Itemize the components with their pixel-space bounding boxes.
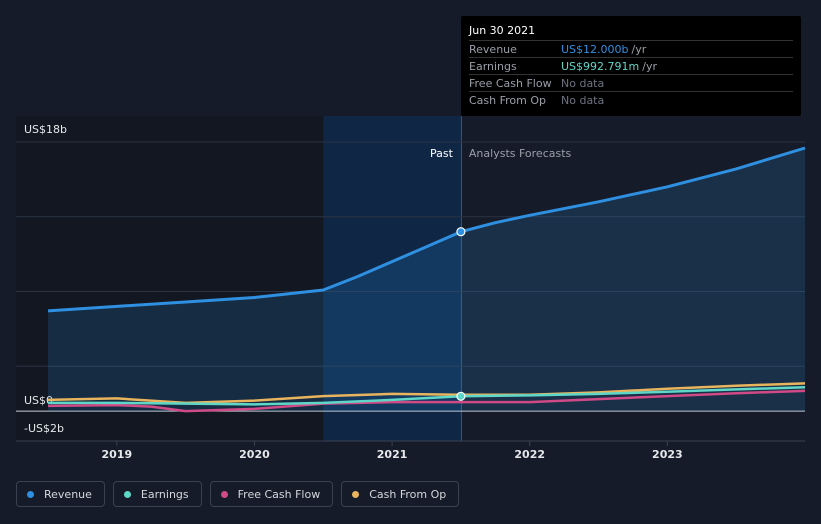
- x-tick-label: 2020: [239, 448, 270, 461]
- legend-item-earnings[interactable]: Earnings: [112, 481, 202, 507]
- y-tick-label: US$0: [24, 394, 53, 407]
- legend-label: Cash From Op: [369, 487, 447, 501]
- series-line-free-cash-flow: [47, 389, 806, 413]
- x-tick-label: 2022: [514, 448, 545, 461]
- marker-revenue: [456, 227, 466, 237]
- tooltip-label: Cash From Op: [469, 94, 547, 107]
- x-tick-label: 2021: [377, 448, 408, 461]
- highlight-region: [323, 116, 461, 441]
- past-region: [16, 116, 324, 441]
- legend-item-revenue[interactable]: Revenue: [16, 481, 105, 507]
- divider-line: [460, 116, 462, 441]
- legend-dot-icon: [27, 490, 34, 498]
- y-tick-label: US$18b: [24, 123, 67, 136]
- tooltip-date: Jun 30 2021: [469, 24, 536, 37]
- tooltip-value: No data: [561, 94, 605, 107]
- tooltip-row-revenue: Revenue US$12.000b/yr: [469, 40, 793, 58]
- legend-label: Earnings: [140, 487, 189, 501]
- legend-item-cash-from-op[interactable]: Cash From Op: [341, 481, 460, 507]
- legend-label: Revenue: [44, 487, 92, 501]
- y-tick-label: -US$2b: [24, 422, 64, 435]
- forecast-label: Analysts Forecasts: [469, 147, 572, 160]
- tooltip-value: US$992.791m/yr: [561, 60, 657, 73]
- tooltip-label: Revenue: [469, 43, 517, 56]
- x-tick-label: 2023: [652, 448, 683, 461]
- tooltip-row-earnings: Earnings US$992.791m/yr: [469, 57, 793, 75]
- x-tick-label: 2019: [102, 448, 133, 461]
- tooltip-label: Earnings: [469, 60, 517, 73]
- tooltip-row-free-cash-flow: Free Cash Flow No data: [469, 74, 793, 92]
- marker-earnings: [456, 391, 466, 401]
- tooltip-label: Free Cash Flow: [469, 77, 552, 90]
- tooltip-value: No data: [561, 77, 605, 90]
- series-line-cash-from-op: [47, 382, 806, 405]
- tooltip-value: US$12.000b/yr: [561, 43, 647, 56]
- past-label: Past: [430, 147, 454, 160]
- series-line-earnings: [48, 385, 806, 406]
- tooltip-row-cash-from-op: Cash From Op No data: [469, 91, 793, 109]
- legend-dot-icon: [123, 490, 131, 498]
- revenue-area: [48, 148, 805, 412]
- legend-item-free-cash-flow[interactable]: Free Cash Flow: [209, 481, 334, 507]
- legend-label: Free Cash Flow: [237, 487, 321, 501]
- series-line-revenue: [47, 146, 806, 313]
- legend: Revenue Earnings Free Cash Flow Cash Fro…: [16, 481, 460, 507]
- legend-dot-icon: [220, 490, 228, 498]
- tooltip: Jun 30 2021 Revenue US$12.000b/yr Earnin…: [461, 16, 801, 116]
- legend-dot-icon: [352, 490, 360, 498]
